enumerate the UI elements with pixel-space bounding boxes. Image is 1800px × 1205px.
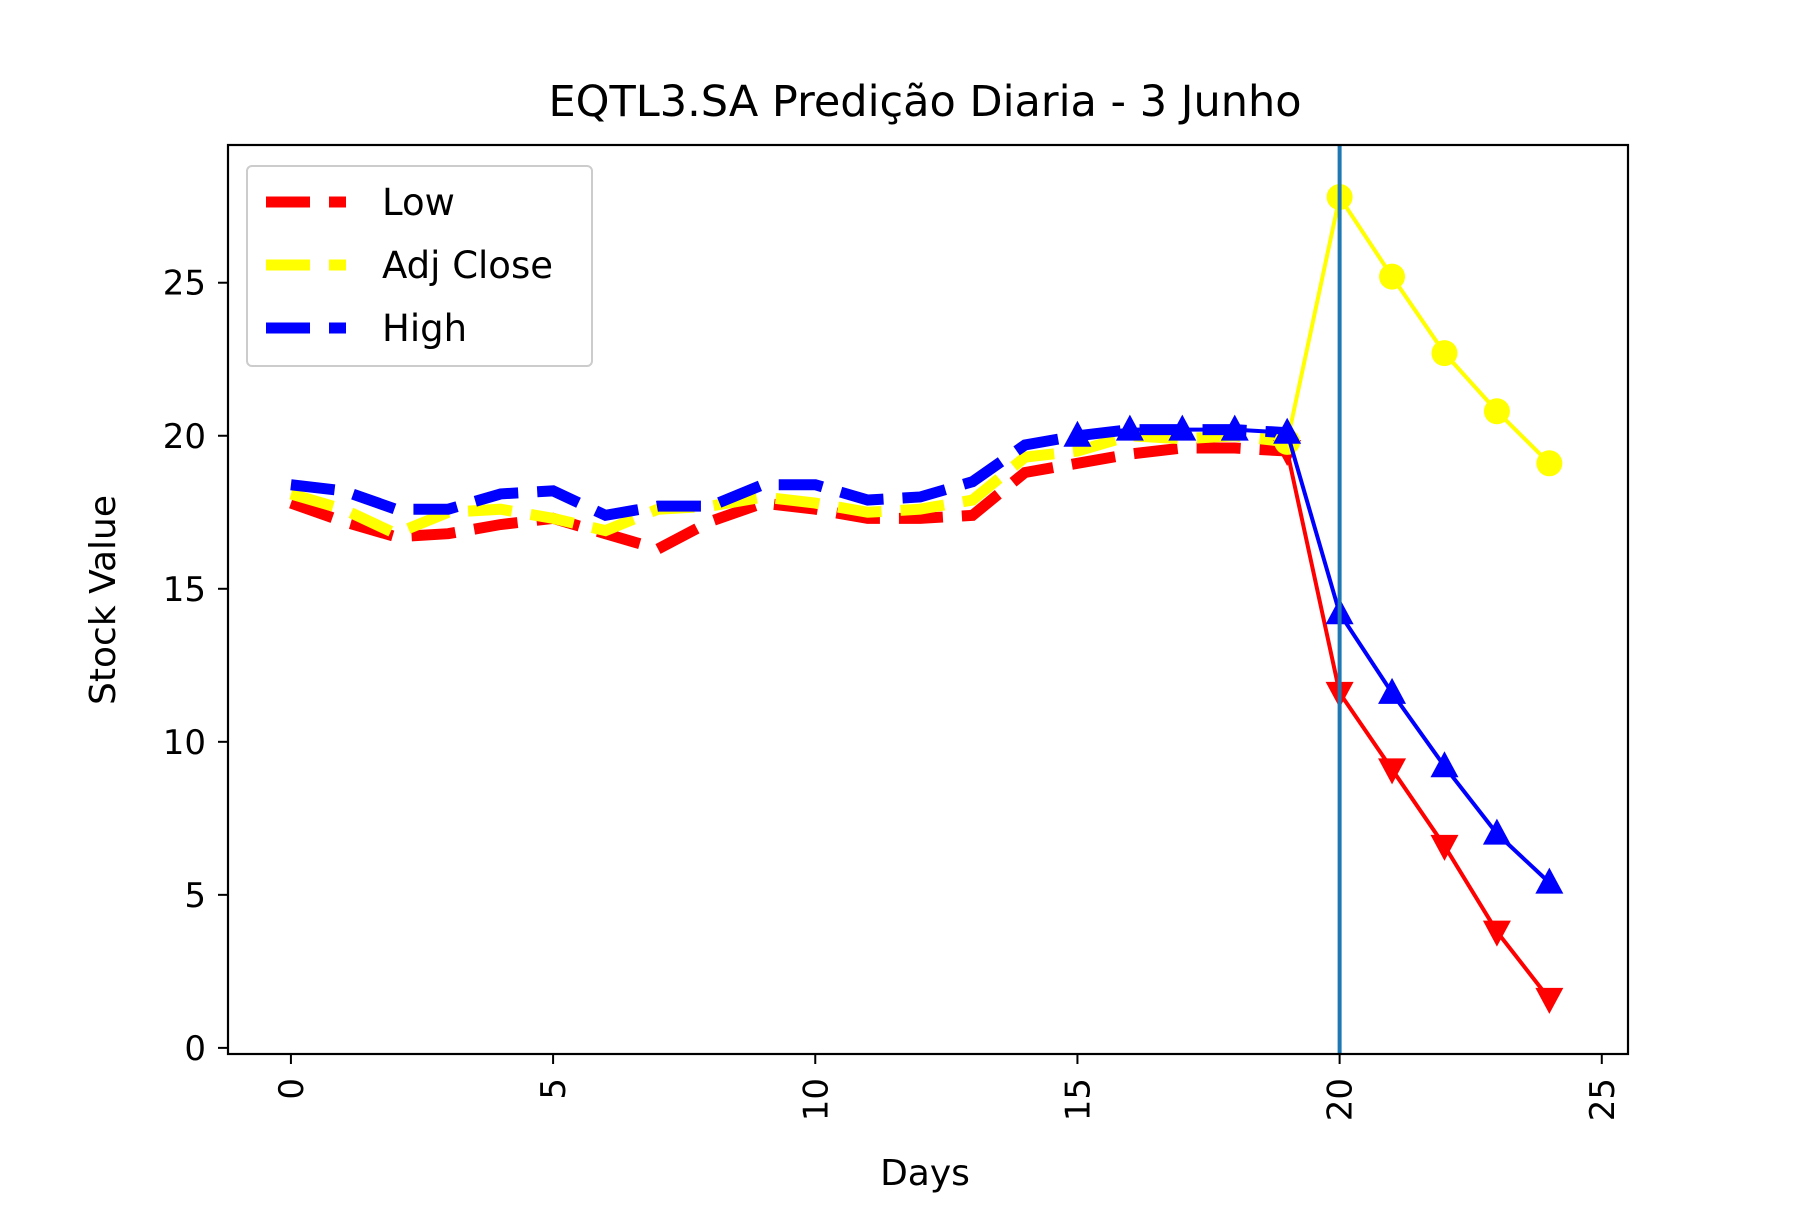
data-point-adj-close-21 bbox=[1379, 263, 1406, 290]
data-point-high-15 bbox=[1063, 420, 1092, 447]
y-tick-label-5: 5 bbox=[184, 876, 206, 916]
data-point-low-23 bbox=[1482, 920, 1511, 947]
x-tick-label-20: 20 bbox=[1321, 1078, 1361, 1121]
chart-title: EQTL3.SA Predição Diaria - 3 Junho bbox=[548, 77, 1301, 127]
y-tick-label-25: 25 bbox=[163, 264, 206, 304]
y-axis-label: Stock Value bbox=[83, 495, 124, 705]
x-tick-label-25: 25 bbox=[1583, 1078, 1623, 1121]
data-point-high-16 bbox=[1115, 414, 1144, 441]
x-axis-label: Days bbox=[880, 1153, 970, 1194]
x-tick-label-0: 0 bbox=[272, 1078, 312, 1100]
historical-series-high bbox=[290, 424, 1288, 522]
data-point-high-23 bbox=[1482, 818, 1511, 845]
data-point-adj-close-23 bbox=[1483, 398, 1510, 425]
legend-box bbox=[246, 165, 593, 367]
legend-label-high: High bbox=[382, 307, 467, 350]
predicted-line-high bbox=[1077, 427, 1551, 885]
x-axis: 0 5 10 15 20 25 bbox=[272, 1054, 1623, 1121]
data-point-high-22 bbox=[1430, 751, 1459, 778]
data-point-low-21 bbox=[1378, 758, 1407, 785]
y-tick-label-0: 0 bbox=[184, 1029, 206, 1069]
x-tick-label-10: 10 bbox=[796, 1078, 836, 1121]
legend: Low Adj Close High bbox=[246, 165, 593, 367]
legend-label-adj-close: Adj Close bbox=[382, 244, 553, 287]
historical-series-adj-close bbox=[289, 430, 1288, 540]
data-point-low-24 bbox=[1535, 987, 1564, 1014]
data-point-adj-close-24 bbox=[1536, 450, 1563, 477]
x-tick-label-15: 15 bbox=[1058, 1078, 1098, 1121]
data-point-high-17 bbox=[1168, 414, 1197, 441]
historical-series-low bbox=[289, 442, 1288, 555]
data-point-high-21 bbox=[1378, 677, 1407, 704]
y-tick-label-20: 20 bbox=[163, 417, 206, 457]
plot-frame bbox=[226, 143, 1630, 1056]
y-axis: 0 5 10 15 20 25 bbox=[163, 264, 228, 1069]
data-point-high-24 bbox=[1535, 867, 1564, 894]
x-tick-label-5: 5 bbox=[534, 1078, 574, 1100]
legend-label-low: Low bbox=[382, 181, 455, 224]
plot-area bbox=[289, 145, 1564, 1054]
y-tick-label-10: 10 bbox=[163, 723, 206, 763]
predicted-line-low bbox=[1285, 450, 1551, 1001]
data-point-low-22 bbox=[1430, 834, 1459, 861]
data-point-high-18 bbox=[1220, 414, 1249, 441]
data-point-high-19 bbox=[1273, 417, 1302, 444]
y-tick-label-15: 15 bbox=[163, 570, 206, 610]
data-point-adj-close-22 bbox=[1431, 340, 1458, 367]
